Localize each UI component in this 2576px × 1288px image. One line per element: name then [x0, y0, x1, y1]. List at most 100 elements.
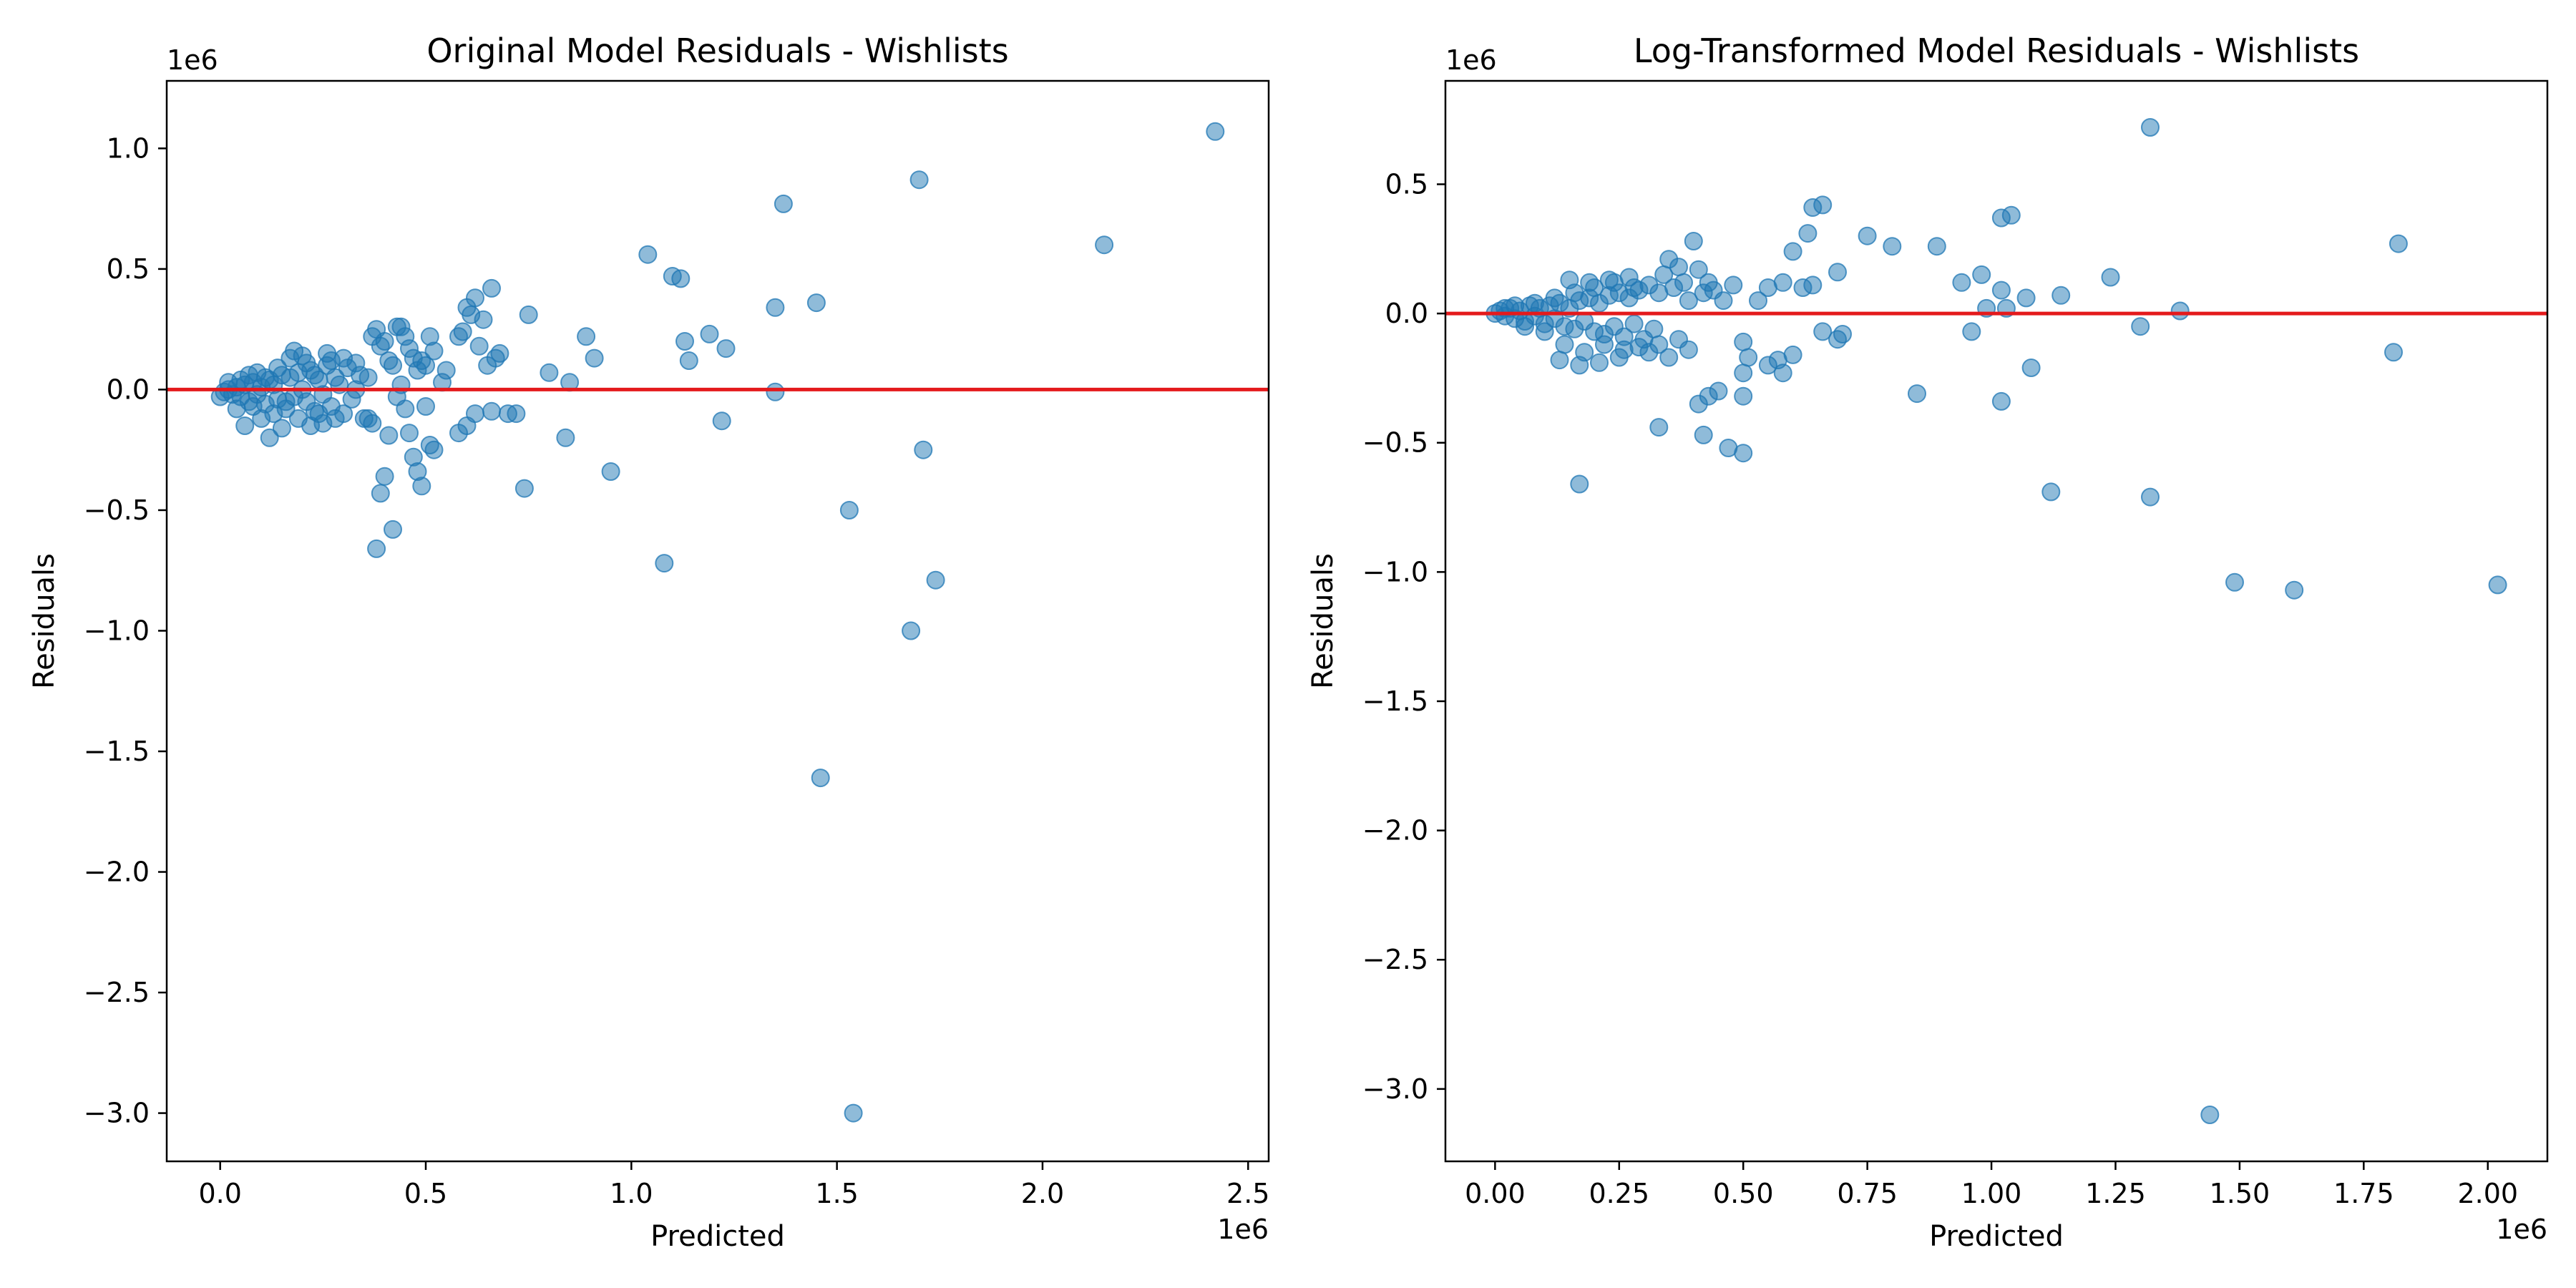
x-tick-label: 2.00: [2457, 1178, 2518, 1209]
scatter-point: [1684, 232, 1703, 250]
scatter-points: [210, 122, 1225, 1123]
scatter-point: [367, 539, 386, 558]
scatter-point: [1590, 353, 1609, 372]
x-axis-offset-label: 1e6: [2496, 1214, 2547, 1245]
scatter-point: [514, 479, 534, 498]
chart-title: Original Model Residuals - Wishlists: [426, 31, 1008, 70]
x-tick-label: 0.75: [1837, 1178, 1898, 1209]
scatter-point: [490, 343, 509, 363]
y-tick-label: −3.0: [84, 1098, 150, 1129]
scatter-point: [1783, 242, 1802, 261]
scatter-point: [1595, 335, 1614, 354]
scatter-point: [712, 411, 731, 431]
scatter-point: [1580, 273, 1599, 292]
scatter-point: [839, 501, 859, 519]
scatter-point: [478, 356, 497, 375]
scatter-point: [1674, 273, 1693, 292]
scatter-point: [638, 245, 658, 264]
y-tick-label: −1.5: [1362, 686, 1428, 717]
scatter-point: [384, 356, 402, 375]
scatter-point: [2001, 205, 2021, 225]
scatter-point: [453, 322, 472, 341]
chart-original-residuals: 0.0 0.5 1.0 1.5 2.0 2.5 1.0 0.5 0.0 −0.5 −1.0 −1.5…: [28, 31, 1269, 1253]
x-tick-label: 1.50: [2210, 1178, 2270, 1209]
scatter-point: [227, 399, 246, 419]
scatter-point: [1679, 340, 1698, 359]
scatter-point: [1649, 418, 1669, 437]
scatter-point: [2141, 118, 2160, 137]
scatter-point: [1649, 335, 1669, 354]
scatter-point: [416, 356, 435, 375]
scatter-point: [655, 554, 674, 573]
y-axis-offset-label: 1e6: [1445, 44, 1497, 76]
y-tick-label: −2.5: [84, 977, 150, 1008]
scatter-point: [318, 343, 337, 363]
y-tick-label: 0.5: [107, 253, 150, 285]
y-tick-label: −0.5: [84, 494, 150, 526]
y-axis-offset-label: 1e6: [167, 44, 218, 76]
y-tick-label: −2.0: [84, 857, 150, 888]
scatter-point: [671, 269, 691, 288]
scatter-point: [379, 426, 399, 445]
scatter-point: [1858, 226, 1877, 245]
x-tick-label: 1.5: [815, 1178, 858, 1209]
x-tick-label: 0.50: [1713, 1178, 1774, 1209]
scatter-point: [909, 170, 929, 190]
scatter-point: [396, 399, 415, 419]
scatter-point: [774, 194, 793, 213]
y-tick-label: 0.0: [107, 374, 150, 405]
y-tick-label: 1.0: [107, 132, 150, 164]
scatter-point: [466, 288, 484, 308]
x-tick-label: 1.75: [2333, 1178, 2394, 1209]
y-axis-ticks: 1.0 0.5 0.0 −0.5 −1.0 −1.5 −2.0 −2.5 −3.0: [84, 132, 167, 1129]
scatter-point: [1570, 356, 1589, 375]
scatter-point: [1095, 235, 1114, 255]
plot-frame: [1444, 79, 2549, 1163]
scatter-point: [716, 339, 736, 358]
y-tick-label: −1.0: [1362, 556, 1428, 587]
scatter-point: [1803, 275, 1823, 295]
scatter-point: [1659, 348, 1679, 367]
y-axis-label: Residuals: [28, 553, 61, 689]
scatter-point: [2285, 580, 2304, 600]
scatter-point: [1773, 364, 1792, 383]
scatter-points: [1485, 118, 2507, 1124]
scatter-point: [268, 358, 288, 378]
scatter-point: [293, 346, 312, 366]
x-tick-label: 1.00: [1961, 1178, 2022, 1209]
scatter-point: [1798, 224, 1818, 243]
scatter-point: [466, 404, 484, 424]
scatter-point: [1516, 317, 1534, 336]
scatter-point: [260, 428, 279, 447]
scatter-point: [1535, 322, 1554, 341]
scatter-point: [1555, 335, 1574, 354]
scatter-point: [1669, 258, 1688, 277]
scatter-point: [384, 519, 402, 539]
scatter-point: [844, 1103, 863, 1123]
scatter-point: [766, 298, 785, 317]
scatter-point: [2488, 575, 2507, 595]
scatter-point: [540, 363, 559, 382]
scatter-point: [585, 348, 604, 368]
scatter-point: [1972, 265, 1991, 284]
scatter-point: [400, 424, 419, 443]
scatter-point: [1952, 273, 1971, 292]
y-tick-label: 0.5: [1385, 168, 1428, 200]
scatter-point: [1813, 195, 1833, 215]
scatter-point: [309, 404, 328, 424]
scatter-point: [2041, 482, 2061, 502]
scatter-point: [2131, 317, 2150, 336]
scatter-point: [375, 467, 394, 486]
scatter-point: [1734, 386, 1753, 406]
scatter-point: [1624, 314, 1644, 333]
scatter-point: [1883, 237, 1902, 256]
scatter-point: [2200, 1106, 2220, 1124]
x-axis-label: Predicted: [1929, 1220, 2064, 1253]
y-tick-label: −1.0: [84, 615, 150, 646]
scatter-point: [507, 404, 526, 424]
scatter-point: [1991, 391, 2011, 411]
chart-title: Log-Transformed Model Residuals - Wishli…: [1634, 31, 2359, 70]
scatter-point: [424, 440, 444, 459]
scatter-point: [1644, 319, 1664, 338]
scatter-point: [416, 397, 435, 416]
